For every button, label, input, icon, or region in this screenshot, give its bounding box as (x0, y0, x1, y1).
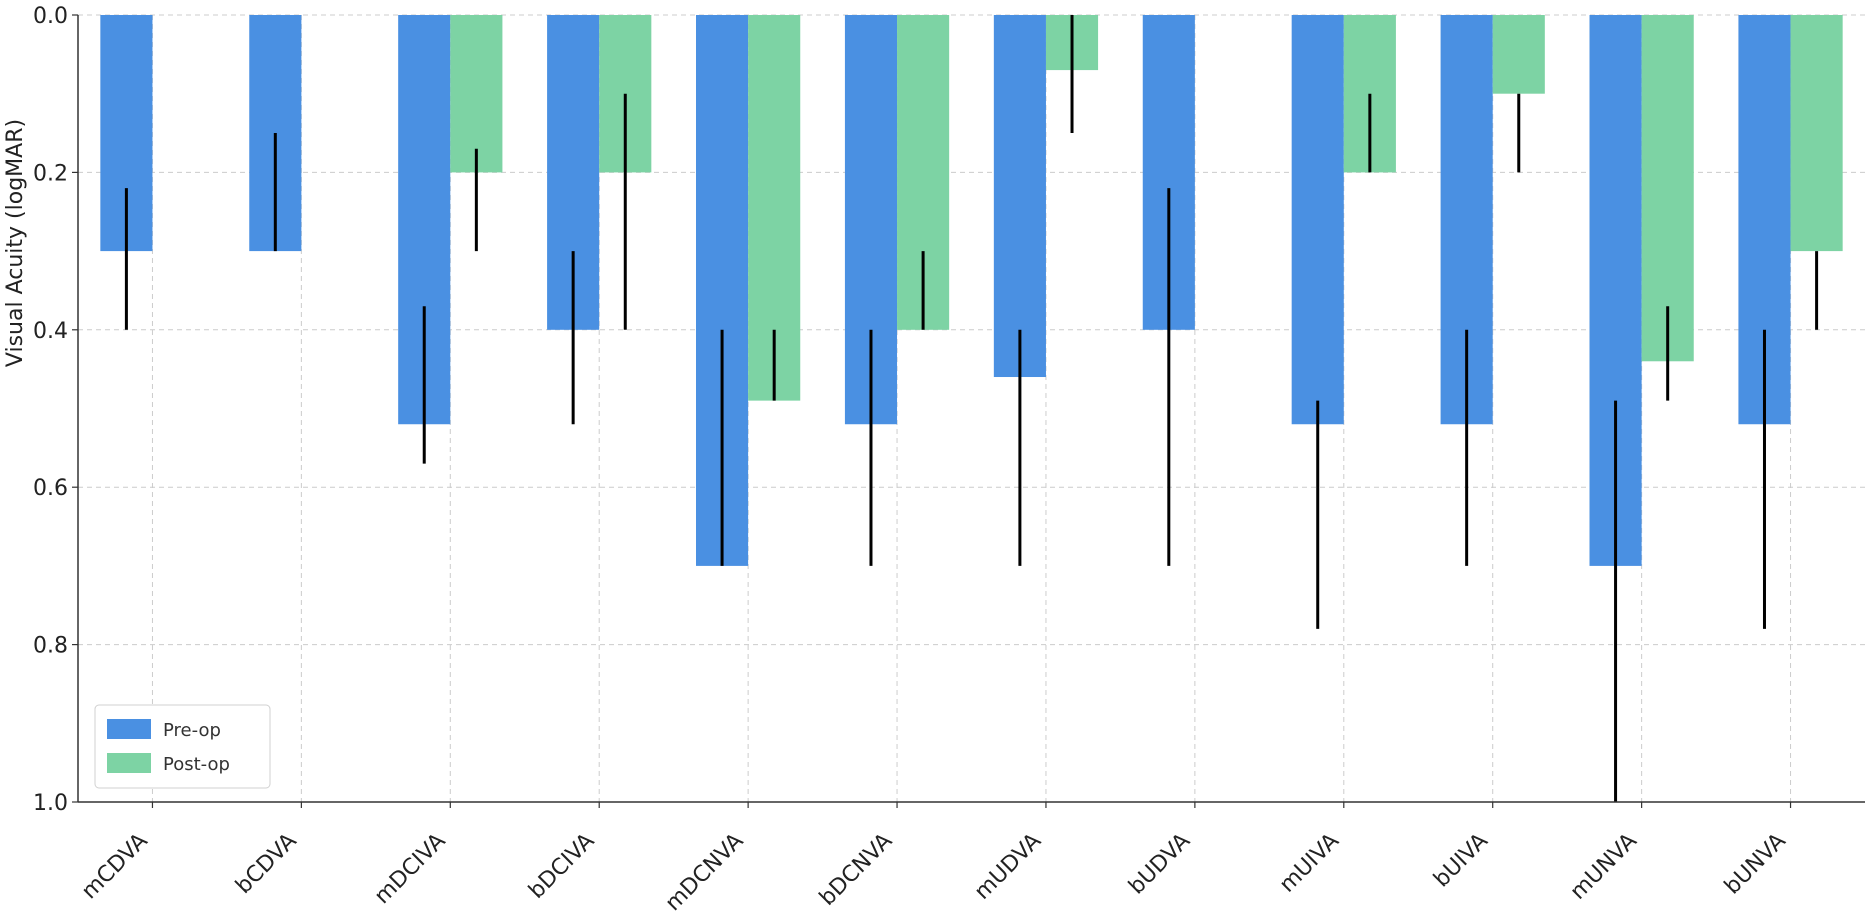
x-tick-label: mDCNVA (661, 829, 749, 916)
legend-label-pre-op: Pre-op (163, 720, 221, 741)
x-tick-label: mUIVA (1275, 829, 1344, 898)
error-bars (124, 15, 1819, 802)
x-tick-label: bUNVA (1720, 829, 1791, 900)
post-op-bar-bUIVA (1492, 15, 1545, 94)
y-tick-label: 1.0 (33, 791, 68, 816)
x-tick-label: bCDVA (231, 829, 301, 899)
y-tick-label: 0.4 (33, 319, 68, 344)
y-tick-label: 0.6 (33, 476, 68, 501)
post-op-bar-bUNVA (1790, 15, 1843, 252)
x-tick-label: mUNVA (1566, 829, 1642, 905)
x-tick-label: bDCIVA (524, 829, 599, 904)
x-tick-label: mDCIVA (370, 829, 451, 910)
x-tick-label: bDCNVA (815, 829, 897, 911)
legend-label-post-op: Post-op (163, 754, 230, 775)
legend: Pre-op Post-op (94, 704, 271, 789)
x-tick-label: mCDVA (77, 829, 153, 905)
x-tick-label: mUDVA (970, 829, 1046, 905)
post-op-bar-mUNVA (1641, 15, 1694, 362)
axes (72, 14, 1865, 808)
y-axis-label: Visual Acuity (logMAR) (3, 119, 28, 367)
y-tick-label: 0.2 (33, 161, 68, 186)
legend-swatch-pre-op (107, 719, 151, 739)
legend-swatch-post-op (107, 753, 151, 773)
legend-box (94, 704, 271, 789)
y-tick-label: 0.8 (33, 634, 68, 659)
post-op-bar-mDCIVA (450, 15, 503, 173)
x-tick-label: bUIVA (1429, 829, 1493, 893)
pre-op-bar-mUIVA (1291, 15, 1344, 425)
pre-op-bar-mUDVA (993, 15, 1046, 378)
x-tick-label: bUDVA (1124, 829, 1195, 900)
y-tick-label: 0.0 (33, 4, 68, 29)
bars (100, 15, 1843, 566)
